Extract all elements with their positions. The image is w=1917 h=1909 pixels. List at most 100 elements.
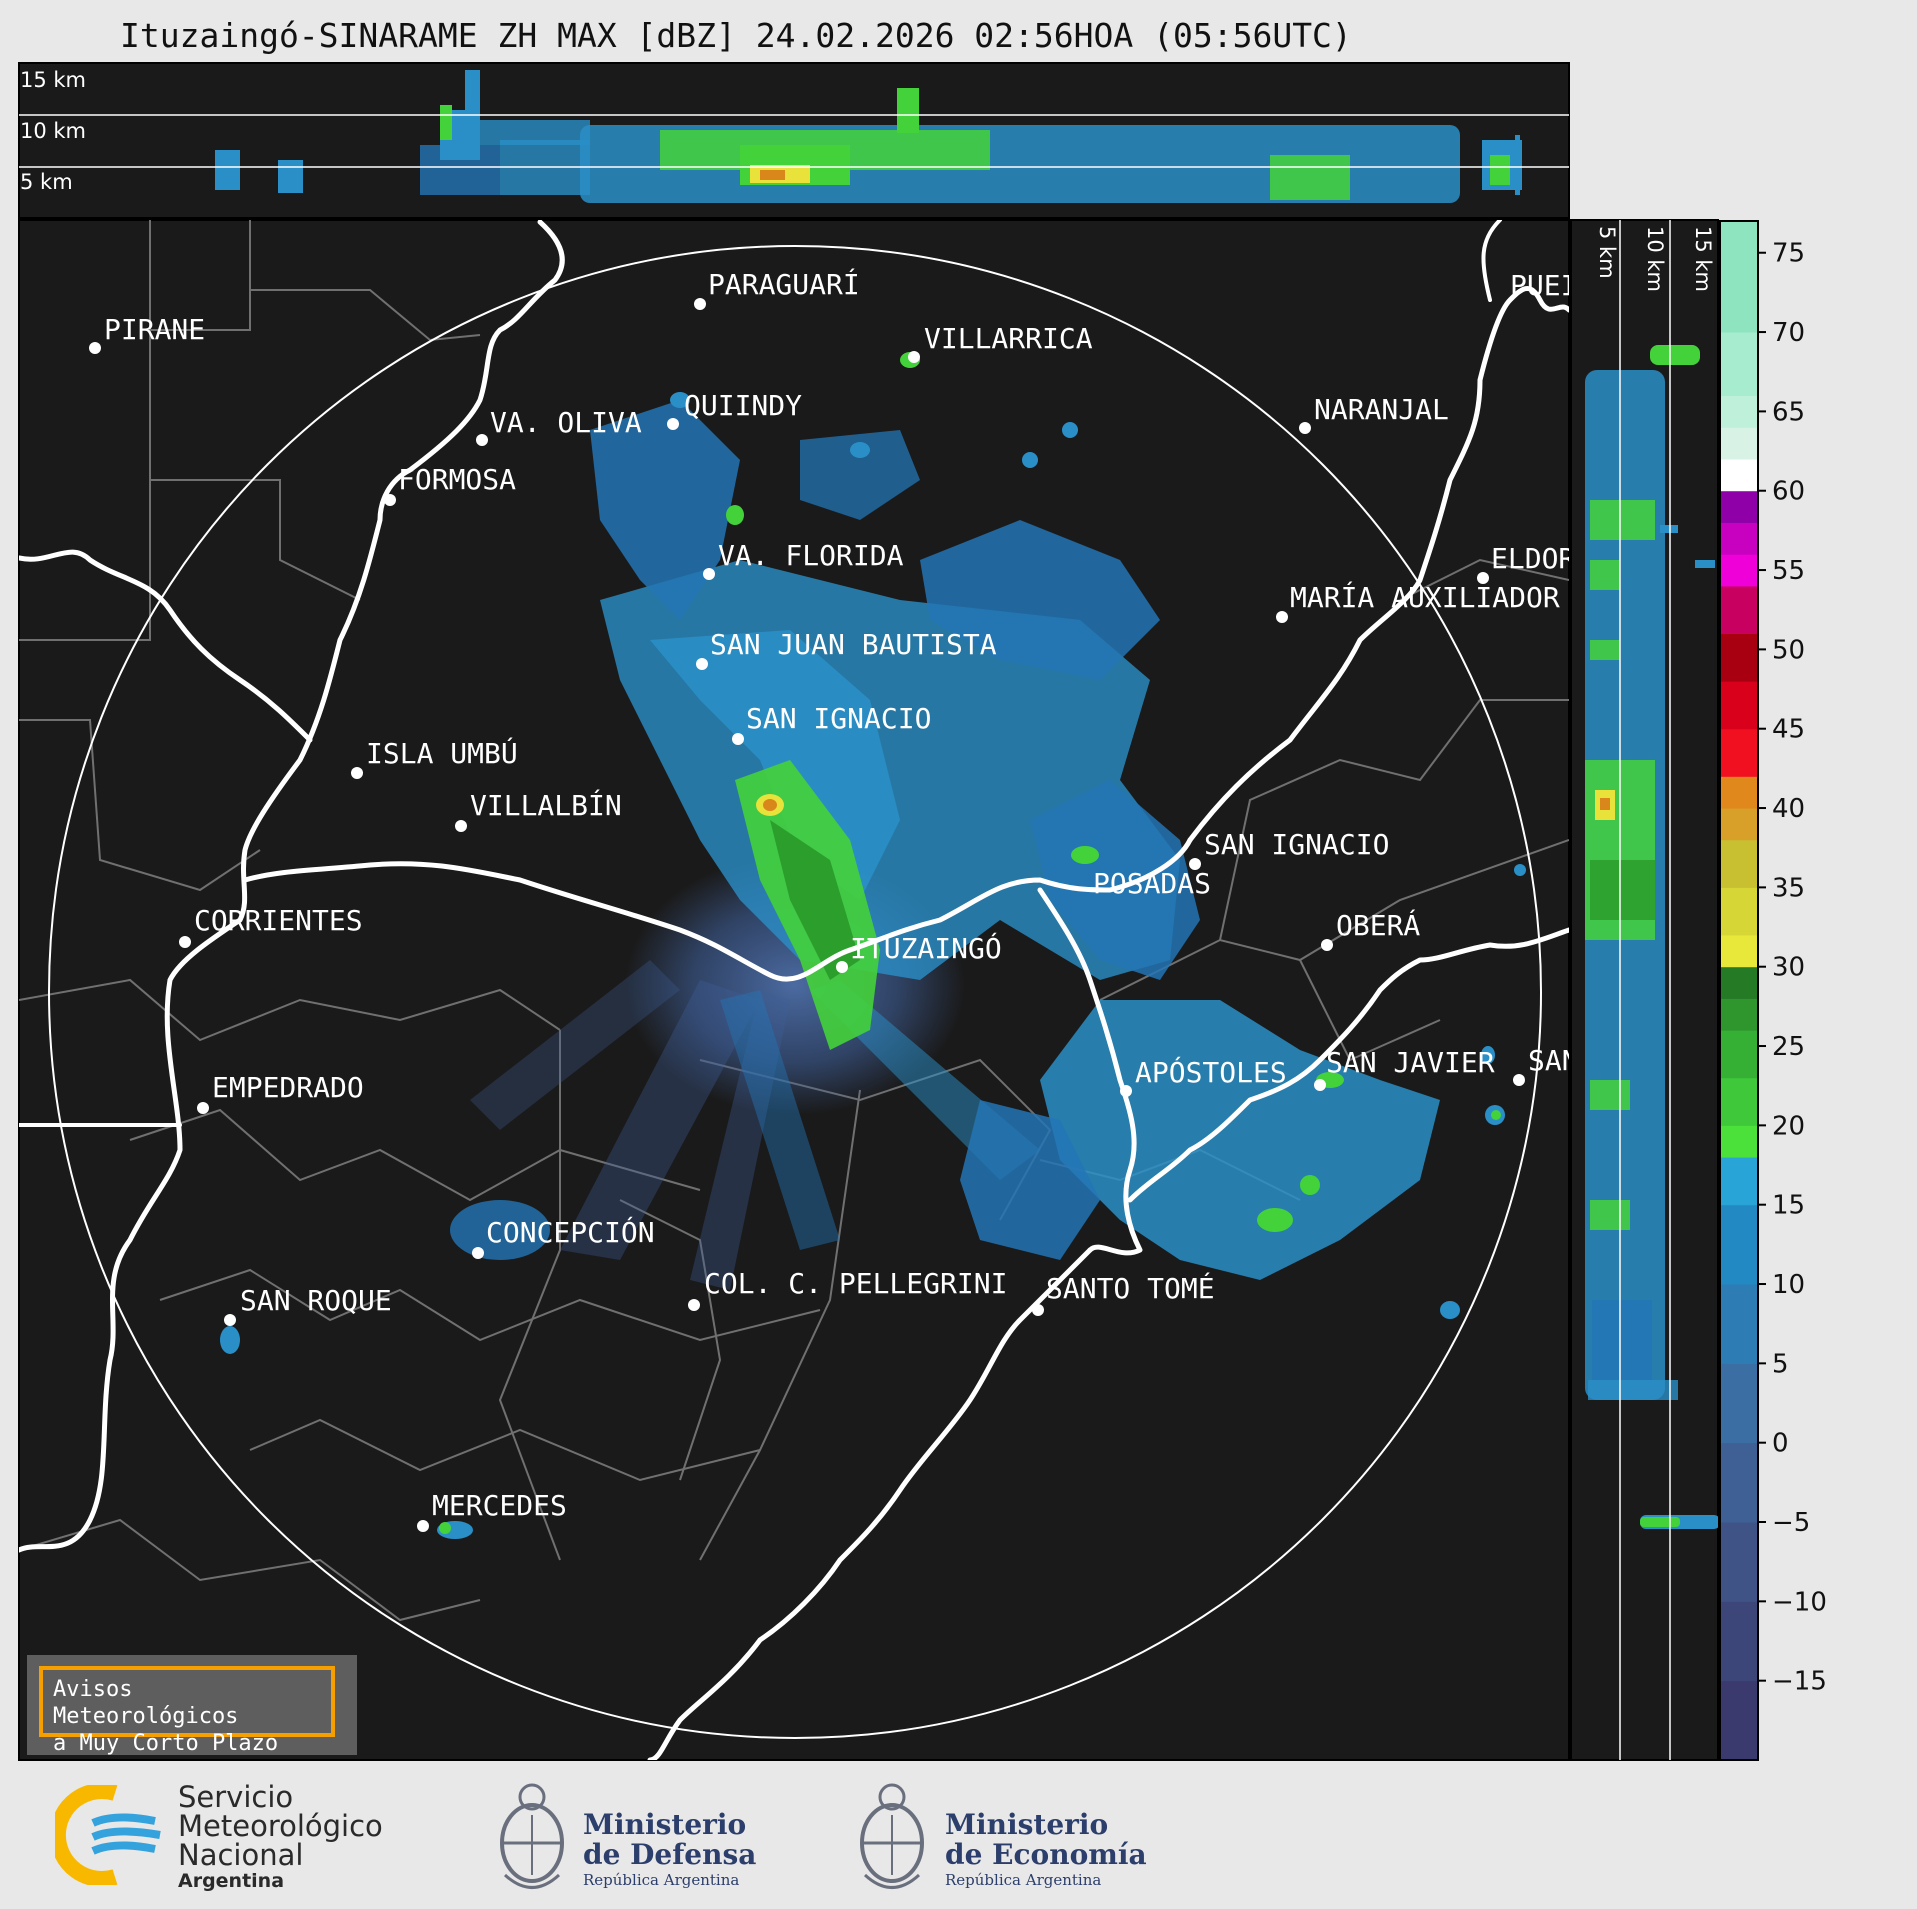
place-label-san-ignacio-py: SAN IGNACIO xyxy=(746,702,931,735)
colorbar-band-5 xyxy=(1720,1284,1758,1364)
place-label-col-c-pellegrini: COL. C. PELLEGRINI xyxy=(704,1267,1007,1300)
place-label-maria-auxiliadora: MARÍA AUXILIADOR xyxy=(1290,580,1560,614)
place-label-posadas: POSADAS xyxy=(1093,867,1211,900)
top-profile-panel: 15 km 10 km 5 km xyxy=(18,62,1570,219)
place-label-va-oliva: VA. OLIVA xyxy=(490,406,642,439)
colorbar-band-7 xyxy=(1720,1157,1758,1206)
colorbar-band-15 xyxy=(1720,839,1758,888)
colorbar-tick-label-18: −15 xyxy=(1772,1667,1827,1697)
colorbar-band-17 xyxy=(1720,776,1758,809)
top-height-label-10: 10 km xyxy=(20,119,86,143)
colorbar-band-2 xyxy=(1720,1522,1758,1602)
place-label-san: SAN xyxy=(1528,1044,1579,1077)
colorbar-tick-label-8: 35 xyxy=(1772,873,1805,903)
colorbar-band-0 xyxy=(1720,1680,1758,1761)
colorbar-band-18 xyxy=(1720,728,1758,777)
smn-line-4: Argentina xyxy=(178,1870,285,1892)
range-ring xyxy=(48,245,1542,1739)
place-label-eldorado: ELDOR xyxy=(1491,542,1575,575)
colorbar-band-24 xyxy=(1720,490,1758,523)
defensa-wordmark: Ministerio de Defensa República Argentin… xyxy=(583,1810,756,1890)
warning-line-2: a Muy Corto Plazo xyxy=(53,1731,279,1756)
place-label-naranjal: NARANJAL xyxy=(1314,393,1449,426)
colorbar-band-3 xyxy=(1720,1442,1758,1523)
economia-coat-of-arms-icon xyxy=(860,1783,924,1889)
colorbar-band-19 xyxy=(1720,681,1758,730)
colorbar-tick-label-10: 25 xyxy=(1772,1032,1805,1062)
place-label-obera: OBERÁ xyxy=(1336,908,1420,942)
side-profile-panel: 5 km 10 km 15 km xyxy=(1570,219,1719,1761)
colorbar-band-4 xyxy=(1720,1363,1758,1444)
place-label-isla-umbu: ISLA UMBÚ xyxy=(366,736,518,770)
colorbar-band-22 xyxy=(1720,554,1758,587)
radar-echoes xyxy=(220,352,1526,1539)
place-label-formosa: FORMOSA xyxy=(398,463,516,496)
place-label-paraguari: PARAGUARÍ xyxy=(708,267,860,301)
chart-title: Ituzaingó-SINARAME ZH MAX [dBZ] 24.02.20… xyxy=(120,16,1352,55)
place-label-quiindy: QUIINDY xyxy=(684,389,802,422)
colorbar-band-1 xyxy=(1720,1601,1758,1682)
side-height-label-15: 15 km xyxy=(1691,226,1715,292)
colorbar-tick-label-1: 70 xyxy=(1772,318,1805,348)
place-markers xyxy=(89,298,1525,1532)
place-label-puerto: PUEI xyxy=(1510,269,1577,302)
place-label-empedrado: EMPEDRADO xyxy=(212,1071,364,1104)
defensa-coat-of-arms-icon xyxy=(500,1783,564,1889)
place-label-san-ignacio-ar: SAN IGNACIO xyxy=(1204,828,1389,861)
place-label-concepcion: CONCEPCIÓN xyxy=(486,1215,655,1249)
colorbar-band-20 xyxy=(1720,633,1758,682)
map-panel: PARAGUARÍ VILLARRICA PIRANE QUIINDY VA. … xyxy=(18,219,1579,1761)
colorbar-band-26 xyxy=(1720,427,1758,460)
colorbar-band-12 xyxy=(1720,966,1758,999)
place-labels: PARAGUARÍ VILLARRICA PIRANE QUIINDY VA. … xyxy=(104,267,1579,1522)
colorbar-tick-label-9: 30 xyxy=(1772,953,1805,983)
place-label-ituzaingo: ITUZAINGÓ xyxy=(850,931,1002,965)
colorbar-tick-label-5: 50 xyxy=(1772,635,1805,665)
place-label-apostoles: APÓSTOLES xyxy=(1135,1055,1287,1089)
colorbar-band-9 xyxy=(1720,1077,1758,1126)
place-label-mercedes: MERCEDES xyxy=(432,1489,567,1522)
place-label-santo-tome: SANTO TOMÉ xyxy=(1046,1271,1215,1305)
colorbar-band-14 xyxy=(1720,887,1758,936)
smn-line-1: Servicio xyxy=(178,1780,294,1814)
colorbar-band-8 xyxy=(1720,1125,1758,1158)
place-label-villalbin: VILLALBÍN xyxy=(470,788,622,822)
colorbar-tick-label-13: 10 xyxy=(1772,1270,1805,1300)
warning-line-1: Avisos Meteorológicos xyxy=(53,1677,239,1729)
rivers-borders xyxy=(19,220,1569,1760)
top-height-label-5: 5 km xyxy=(20,170,73,194)
place-label-san-juan-bautista: SAN JUAN BAUTISTA xyxy=(710,628,997,661)
economia-line-2: de Economía xyxy=(945,1838,1147,1871)
place-label-san-javier: SAN JAVIER xyxy=(1326,1046,1495,1079)
warning-box[interactable]: Avisos Meteorológicos a Muy Corto Plazo xyxy=(27,1655,357,1756)
economia-line-1: Ministerio xyxy=(945,1808,1109,1841)
defensa-line-3: República Argentina xyxy=(583,1871,740,1889)
colorbar-tick-label-17: −10 xyxy=(1772,1587,1827,1617)
colorbar-tick-label-12: 15 xyxy=(1772,1191,1805,1221)
colorbar-band-23 xyxy=(1720,522,1758,555)
smn-line-2: Meteorológico xyxy=(178,1809,383,1843)
colorbar-tick-label-4: 55 xyxy=(1772,556,1805,586)
admin-borders xyxy=(19,220,1569,1622)
colorbar-tick-label-7: 40 xyxy=(1772,794,1805,824)
defensa-line-2: de Defensa xyxy=(583,1838,757,1871)
colorbar-band-11 xyxy=(1720,998,1758,1031)
colorbar-band-28 xyxy=(1720,332,1758,397)
smn-wordmark: Servicio Meteorológico Nacional Argentin… xyxy=(178,1780,383,1893)
colorbar-band-16 xyxy=(1720,808,1758,841)
colorbar-tick-label-3: 60 xyxy=(1772,477,1805,507)
smn-logo-icon xyxy=(55,1785,161,1885)
side-height-label-5: 5 km xyxy=(1595,226,1619,279)
place-label-pirane: PIRANE xyxy=(104,313,205,346)
colorbar-band-6 xyxy=(1720,1204,1758,1285)
economia-line-3: República Argentina xyxy=(945,1871,1102,1889)
smn-line-3: Nacional xyxy=(178,1838,304,1872)
colorbar-tick-label-0: 75 xyxy=(1772,239,1805,269)
place-label-villarrica: VILLARRICA xyxy=(924,322,1093,355)
colorbar-band-29 xyxy=(1720,221,1758,333)
side-height-label-10: 10 km xyxy=(1643,226,1667,292)
place-label-corrientes: CORRIENTES xyxy=(194,904,363,937)
colorbar-band-25 xyxy=(1720,458,1758,492)
